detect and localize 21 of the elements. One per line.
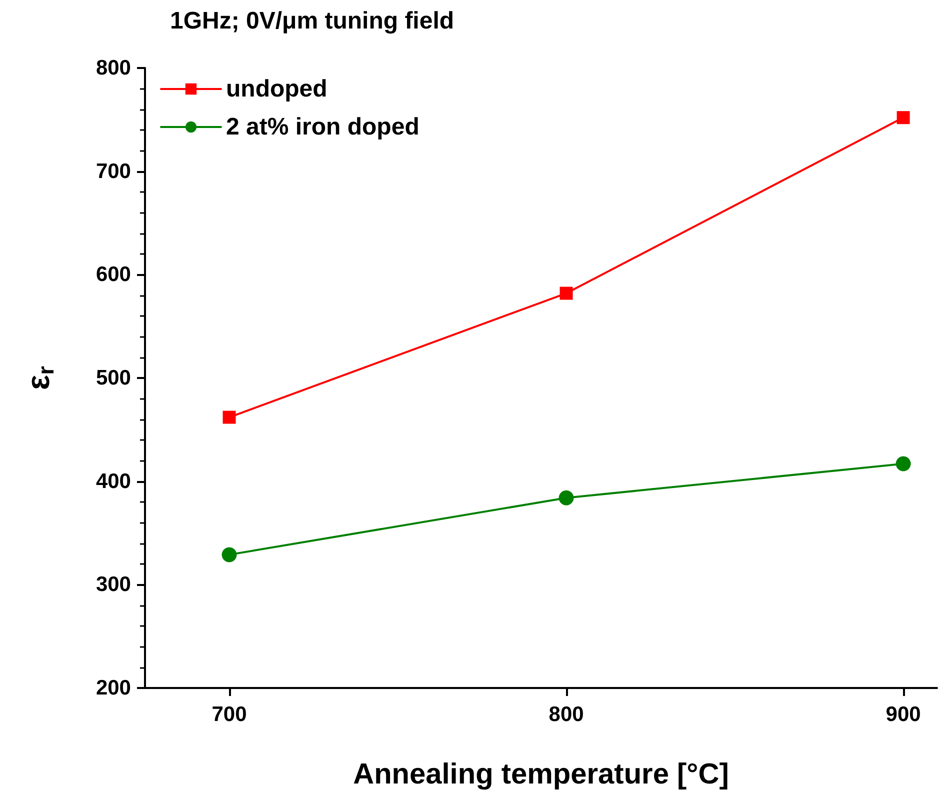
chart-title: 1GHz; 0V/μm tuning field	[170, 8, 454, 34]
y-tick-label: 200	[96, 676, 131, 700]
y-axis-title: εr	[20, 366, 58, 390]
y-tick-label: 300	[96, 573, 131, 596]
x-tick-label: 800	[548, 703, 584, 726]
legend-label: undoped	[226, 76, 328, 102]
x-axis-title: Annealing temperature [°C]	[353, 758, 729, 790]
point	[896, 456, 911, 472]
point	[896, 111, 910, 124]
y-tick-label: 800	[96, 56, 131, 80]
y-tick-label: 600	[96, 263, 131, 286]
x-tick-label: 700	[212, 703, 247, 726]
point	[222, 547, 237, 562]
y-tick-label: 400	[96, 470, 131, 493]
y-tick-label: 700	[96, 160, 131, 183]
y-tick-label: 500	[96, 366, 131, 390]
point	[222, 410, 236, 424]
legend-label: 2 at% iron doped	[226, 114, 420, 140]
point	[560, 286, 573, 300]
point	[558, 490, 574, 506]
x-tick-label: 900	[886, 703, 921, 726]
